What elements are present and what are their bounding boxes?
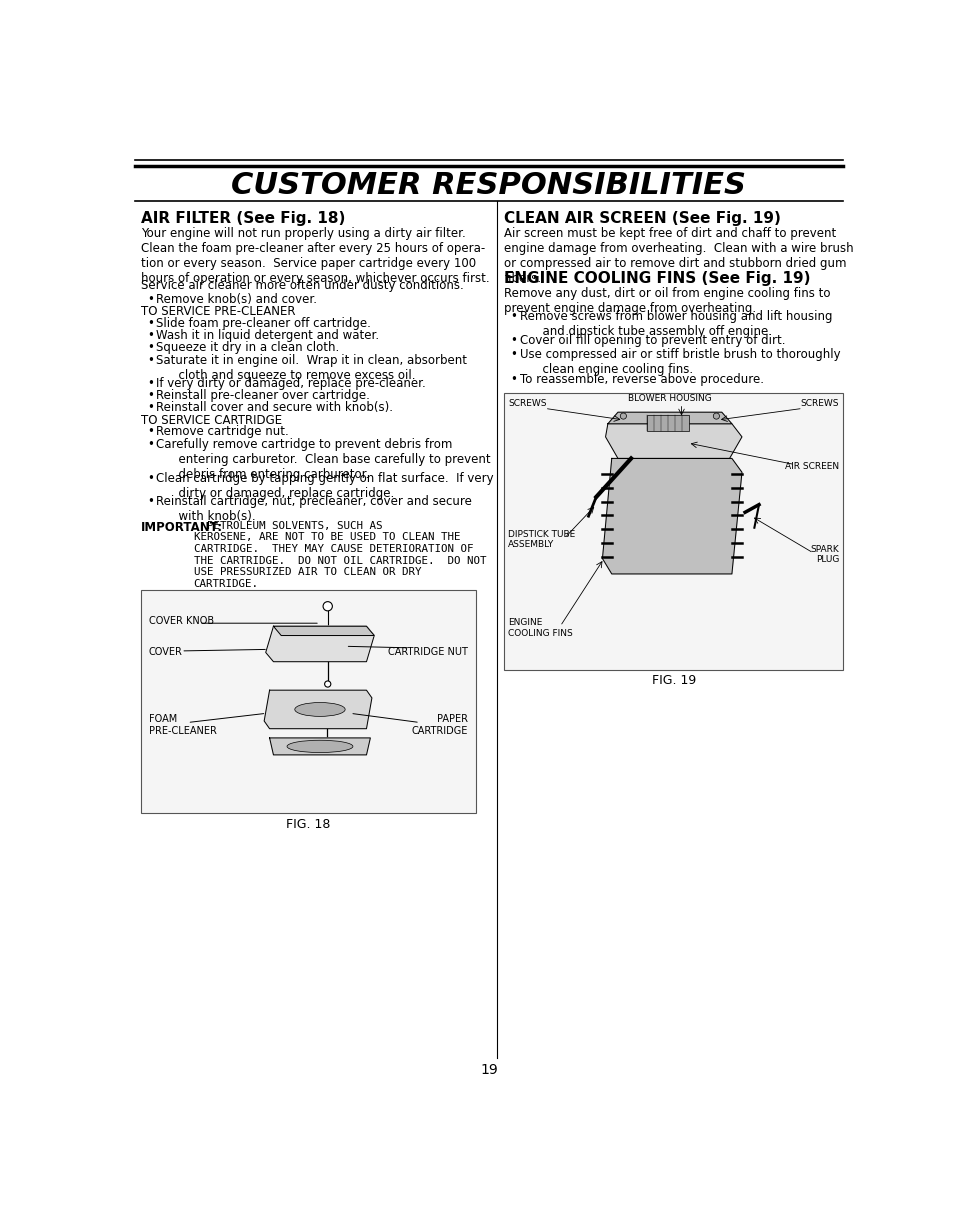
Text: Slide foam pre-cleaner off cartridge.: Slide foam pre-cleaner off cartridge. bbox=[156, 317, 371, 329]
Text: AIR SCREEN: AIR SCREEN bbox=[784, 462, 839, 470]
Text: Remove knob(s) and cover.: Remove knob(s) and cover. bbox=[156, 293, 317, 306]
Text: CLEAN AIR SCREEN (See Fig. 19): CLEAN AIR SCREEN (See Fig. 19) bbox=[504, 211, 781, 226]
Text: COVER: COVER bbox=[149, 646, 182, 656]
Polygon shape bbox=[602, 458, 741, 573]
Text: •: • bbox=[510, 334, 517, 347]
Text: Your engine will not run properly using a dirty air filter.
Clean the foam pre-c: Your engine will not run properly using … bbox=[141, 227, 489, 284]
Text: •: • bbox=[147, 341, 153, 355]
Text: •: • bbox=[147, 437, 153, 451]
Text: 19: 19 bbox=[479, 1063, 497, 1076]
Text: •: • bbox=[147, 425, 153, 439]
Text: Remove any dust, dirt or oil from engine cooling fins to
prevent engine damage f: Remove any dust, dirt or oil from engine… bbox=[504, 287, 830, 315]
Text: •: • bbox=[147, 317, 153, 329]
Text: CARTRIDGE NUT: CARTRIDGE NUT bbox=[388, 646, 468, 656]
Text: AIR FILTER (See Fig. 18): AIR FILTER (See Fig. 18) bbox=[141, 211, 345, 226]
Text: •: • bbox=[147, 354, 153, 367]
Text: Air screen must be kept free of dirt and chaff to prevent
engine damage from ove: Air screen must be kept free of dirt and… bbox=[504, 227, 853, 284]
Text: SCREWS: SCREWS bbox=[508, 400, 546, 408]
Text: •: • bbox=[147, 329, 153, 343]
Polygon shape bbox=[274, 626, 374, 635]
Text: FOAM
PRE-CLEANER: FOAM PRE-CLEANER bbox=[149, 714, 216, 735]
Text: •: • bbox=[147, 471, 153, 485]
Text: TO SERVICE CARTRIDGE: TO SERVICE CARTRIDGE bbox=[141, 414, 282, 426]
Circle shape bbox=[619, 413, 626, 419]
Text: COVER KNOB: COVER KNOB bbox=[149, 616, 213, 626]
Text: Reinstall cover and secure with knob(s).: Reinstall cover and secure with knob(s). bbox=[156, 401, 393, 414]
Text: Use compressed air or stiff bristle brush to thoroughly
      clean engine cooli: Use compressed air or stiff bristle brus… bbox=[519, 349, 840, 377]
Text: •: • bbox=[147, 495, 153, 508]
Text: Cover oil fill opening to prevent entry of dirt.: Cover oil fill opening to prevent entry … bbox=[519, 334, 784, 347]
Text: ENGINE COOLING FINS (See Fig. 19): ENGINE COOLING FINS (See Fig. 19) bbox=[504, 271, 810, 287]
Bar bbox=[646, 414, 688, 431]
Text: ENGINE
COOLING FINS: ENGINE COOLING FINS bbox=[508, 618, 573, 638]
Text: •: • bbox=[147, 293, 153, 306]
Text: Reinstall pre-cleaner over cartridge.: Reinstall pre-cleaner over cartridge. bbox=[156, 389, 370, 402]
Bar bbox=[504, 392, 842, 671]
Polygon shape bbox=[605, 424, 741, 458]
Text: •: • bbox=[147, 377, 153, 390]
Polygon shape bbox=[607, 412, 731, 424]
Text: Squeeze it dry in a clean cloth.: Squeeze it dry in a clean cloth. bbox=[156, 341, 339, 355]
Text: •: • bbox=[147, 401, 153, 414]
Text: Wash it in liquid detergent and water.: Wash it in liquid detergent and water. bbox=[156, 329, 379, 343]
Text: SPARK
PLUG: SPARK PLUG bbox=[810, 546, 839, 565]
Text: SCREWS: SCREWS bbox=[800, 400, 839, 408]
Text: •: • bbox=[510, 310, 517, 323]
Circle shape bbox=[323, 601, 332, 611]
Text: To reassemble, reverse above procedure.: To reassemble, reverse above procedure. bbox=[519, 373, 763, 386]
Text: Reinstall cartridge, nut, precleaner, cover and secure
      with knob(s).: Reinstall cartridge, nut, precleaner, co… bbox=[156, 495, 472, 522]
Circle shape bbox=[324, 680, 331, 688]
Text: •: • bbox=[147, 389, 153, 402]
Text: •: • bbox=[510, 349, 517, 361]
Text: PAPER
CARTRIDGE: PAPER CARTRIDGE bbox=[411, 714, 468, 735]
Text: Remove screws from blower housing and lift housing
      and dipstick tube assem: Remove screws from blower housing and li… bbox=[519, 310, 832, 338]
Text: TO SERVICE PRE-CLEANER: TO SERVICE PRE-CLEANER bbox=[141, 305, 295, 318]
Text: Service air cleaner more often under dusty conditions.: Service air cleaner more often under dus… bbox=[141, 279, 463, 292]
Polygon shape bbox=[270, 738, 370, 755]
Text: Carefully remove cartridge to prevent debris from
      entering carburetor.  Cl: Carefully remove cartridge to prevent de… bbox=[156, 437, 491, 481]
Circle shape bbox=[713, 413, 719, 419]
Text: Clean cartridge by tapping gently on flat surface.  If very
      dirty or damag: Clean cartridge by tapping gently on fla… bbox=[156, 471, 494, 499]
Polygon shape bbox=[266, 626, 374, 662]
Ellipse shape bbox=[287, 740, 353, 752]
Text: •: • bbox=[510, 373, 517, 386]
Text: BLOWER HOUSING: BLOWER HOUSING bbox=[627, 394, 711, 403]
Text: DIPSTICK TUBE
ASSEMBLY: DIPSTICK TUBE ASSEMBLY bbox=[508, 530, 575, 549]
Text: Remove cartridge nut.: Remove cartridge nut. bbox=[156, 425, 289, 439]
Text: PETROLEUM SOLVENTS, SUCH AS
KEROSENE, ARE NOT TO BE USED TO CLEAN THE
CARTRIDGE.: PETROLEUM SOLVENTS, SUCH AS KEROSENE, AR… bbox=[193, 521, 486, 589]
Bar bbox=[141, 590, 476, 813]
Text: FIG. 19: FIG. 19 bbox=[651, 674, 695, 688]
Text: If very dirty or damaged, replace pre-cleaner.: If very dirty or damaged, replace pre-cl… bbox=[156, 377, 426, 390]
Text: FIG. 18: FIG. 18 bbox=[286, 818, 330, 831]
Ellipse shape bbox=[294, 702, 345, 717]
Text: CUSTOMER RESPONSIBILITIES: CUSTOMER RESPONSIBILITIES bbox=[232, 171, 745, 200]
Text: Saturate it in engine oil.  Wrap it in clean, absorbent
      cloth and squeeze : Saturate it in engine oil. Wrap it in cl… bbox=[156, 354, 467, 382]
Text: IMPORTANT:: IMPORTANT: bbox=[141, 521, 223, 533]
Polygon shape bbox=[264, 690, 372, 729]
